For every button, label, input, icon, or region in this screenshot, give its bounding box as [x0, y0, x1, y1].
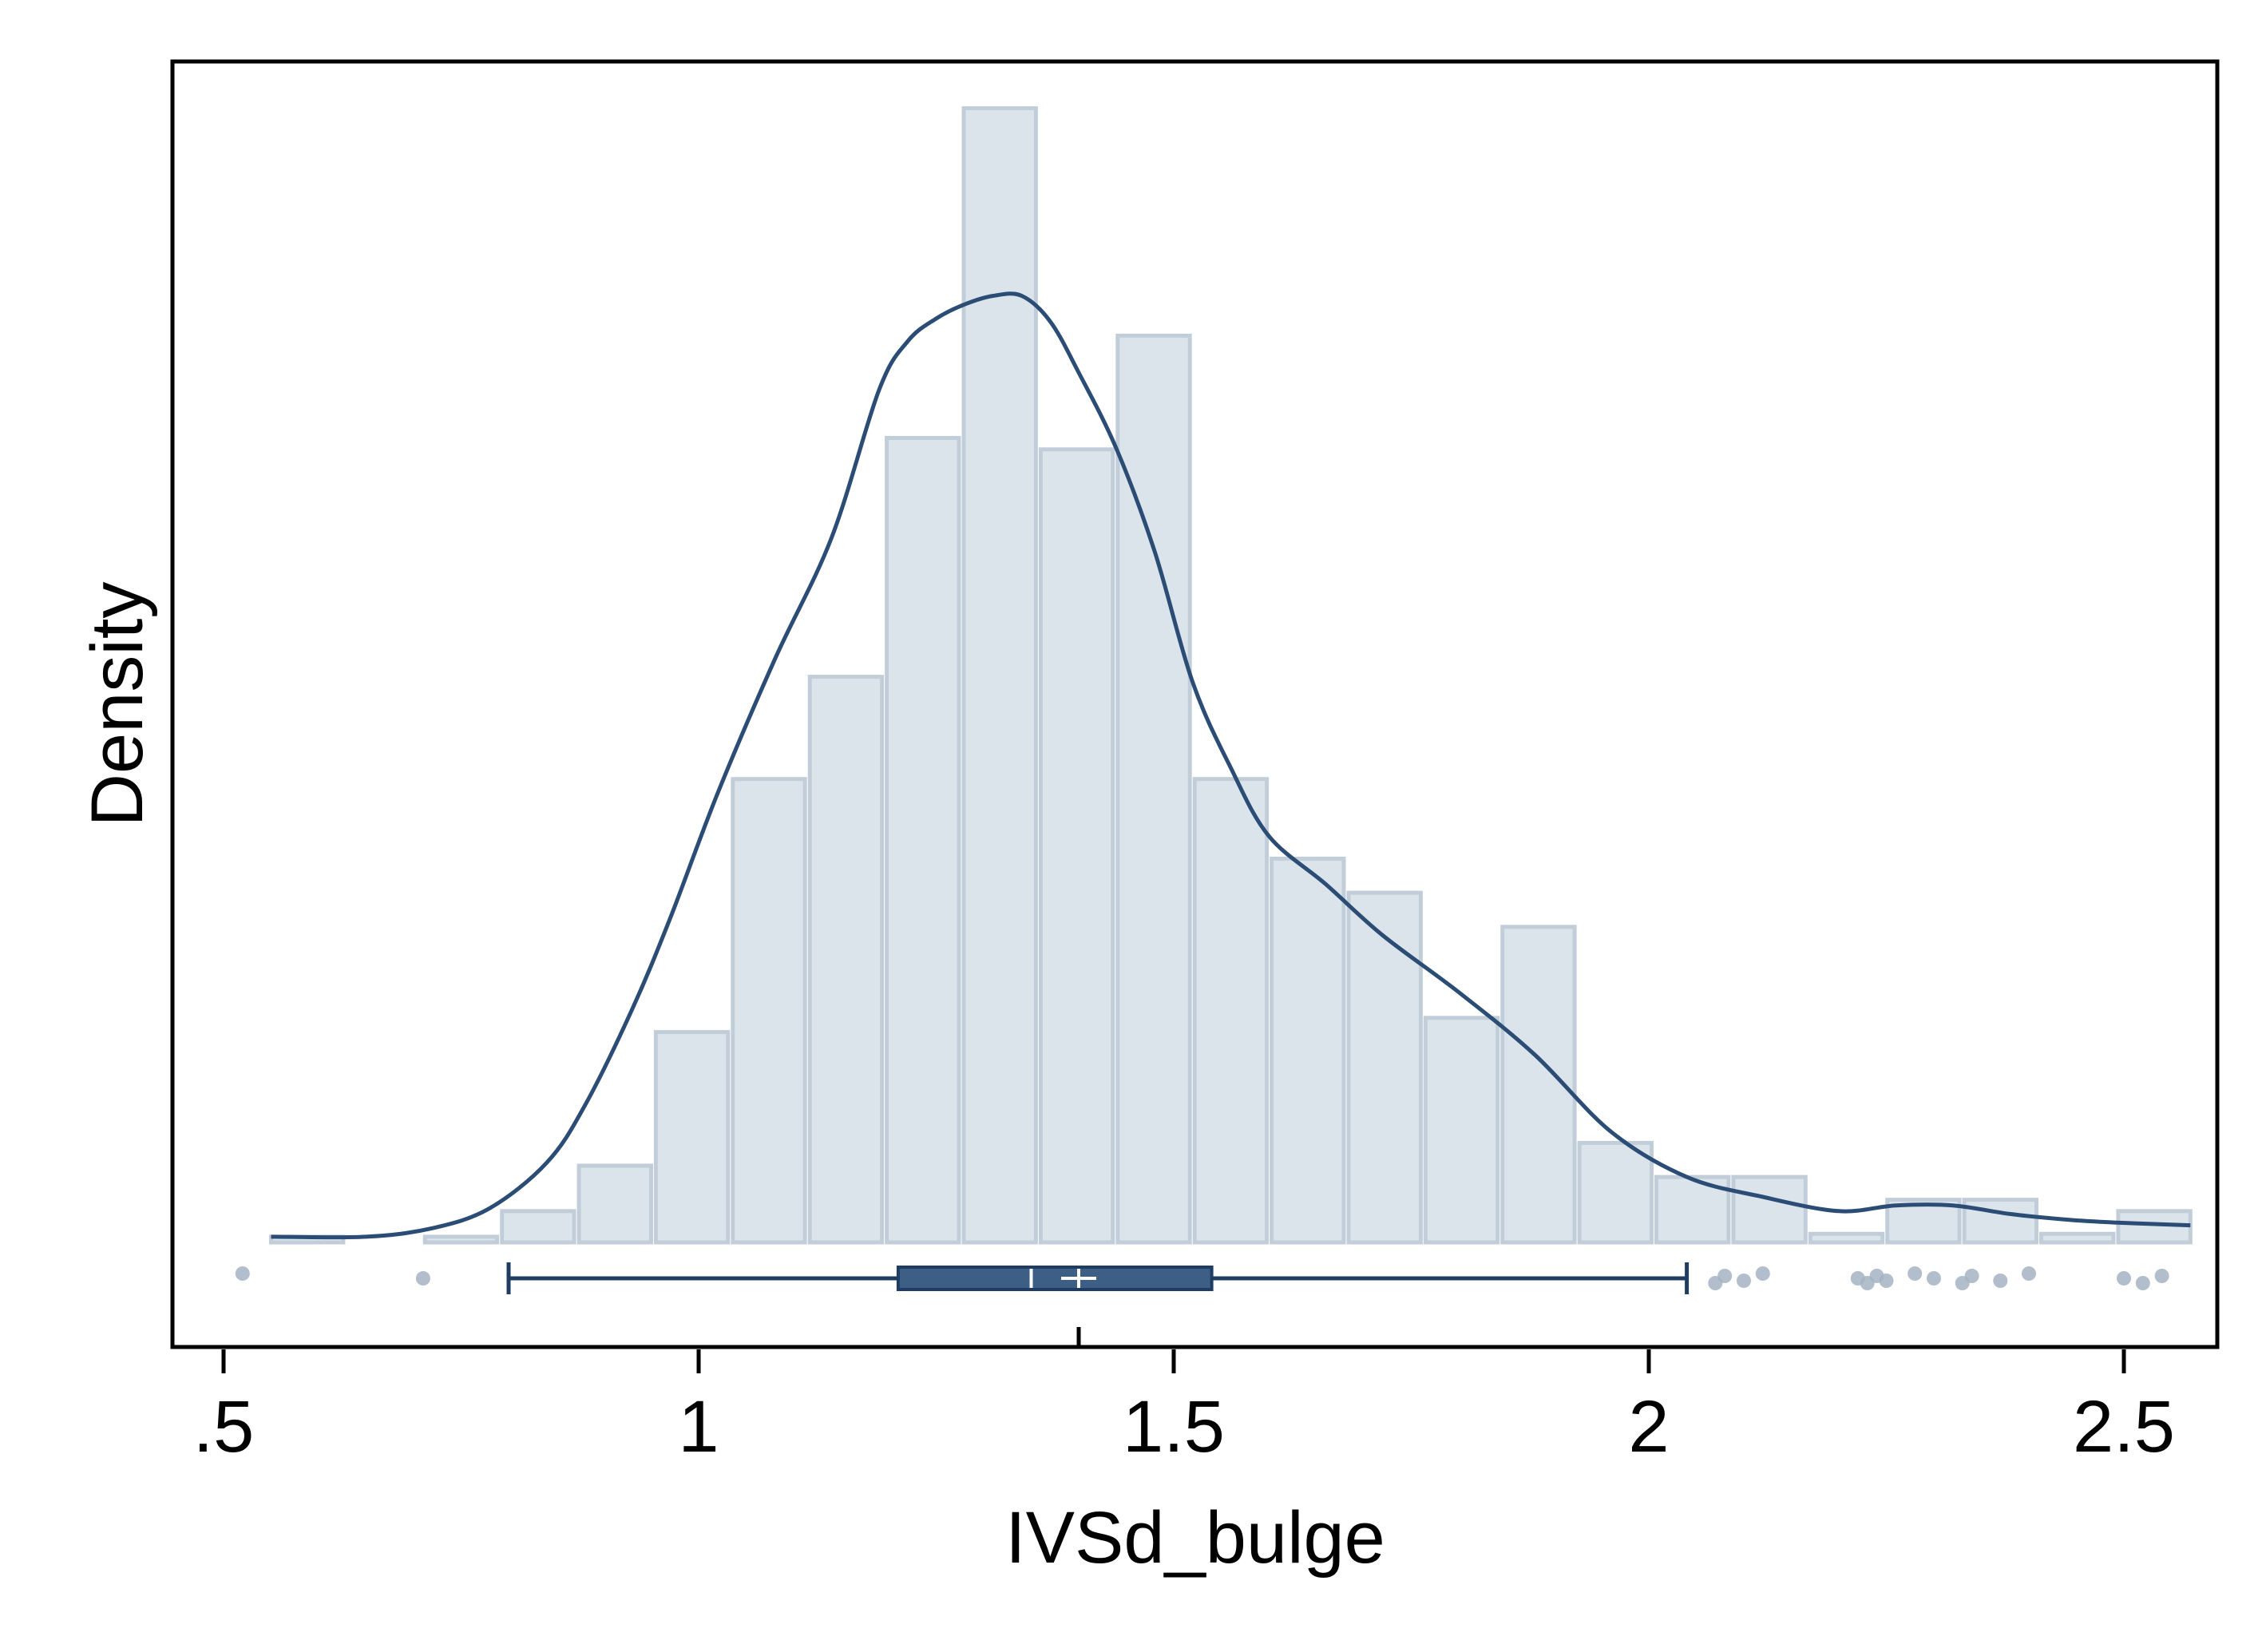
- histogram-bar-11: [1192, 777, 1270, 1245]
- histogram-bar-13: [1346, 890, 1423, 1245]
- histogram-bar-8: [961, 106, 1038, 1245]
- histogram-bar-9: [1038, 447, 1115, 1245]
- x-axis: .5 1 1.5 2 2.5: [193, 1327, 2175, 1468]
- histogram-bar-2: [500, 1209, 576, 1245]
- histogram-bars: [269, 106, 2193, 1245]
- outlier-point-0: [235, 1266, 250, 1281]
- outlier-point-15: [2022, 1266, 2036, 1281]
- x-tick-label-2: 1.5: [1123, 1386, 1225, 1468]
- outlier-point-14: [1993, 1274, 2008, 1288]
- histogram-bar-10: [1115, 333, 1192, 1245]
- histogram-bar-1: [422, 1234, 500, 1245]
- histogram-bar-22: [2039, 1231, 2116, 1245]
- x-tick-label-3: 2: [1628, 1386, 1669, 1468]
- y-axis-label: Density: [77, 582, 158, 827]
- histogram-bar-12: [1270, 856, 1346, 1245]
- histogram-bar-6: [807, 675, 885, 1245]
- plot-frame: [170, 59, 2220, 1349]
- outlier-point-18: [2154, 1269, 2169, 1283]
- histogram-bar-21: [1962, 1198, 2039, 1245]
- histogram-bar-3: [576, 1163, 653, 1245]
- x-axis-label: IVSd_bulge: [1005, 1497, 1385, 1579]
- outlier-point-17: [2135, 1276, 2150, 1290]
- x-tick-label-4: 2.5: [2073, 1386, 2175, 1468]
- histogram-bar-18: [1731, 1175, 1808, 1245]
- histogram-bar-7: [885, 436, 961, 1245]
- histogram-bar-5: [731, 777, 807, 1245]
- histogram-bar-14: [1423, 1016, 1500, 1245]
- kde-line: [271, 291, 2191, 1240]
- boxplot-box: [896, 1266, 1214, 1291]
- outlier-point-10: [1907, 1266, 1923, 1281]
- x-tick-label-0: .5: [193, 1386, 255, 1468]
- outlier-point-11: [1927, 1271, 1941, 1286]
- outlier-point-3: [1717, 1269, 1733, 1283]
- outlier-point-9: [1879, 1274, 1894, 1288]
- kde-curve-layer: [271, 291, 2191, 1240]
- outlier-point-16: [2117, 1271, 2131, 1286]
- outlier-point-4: [1737, 1274, 1751, 1288]
- x-tick-label-1: 1: [678, 1386, 719, 1468]
- histogram-bar-19: [1808, 1231, 1885, 1245]
- outlier-point-5: [1755, 1266, 1770, 1281]
- boxplot-layer: [235, 1262, 2169, 1294]
- outlier-point-13: [1964, 1269, 1979, 1283]
- histogram-bar-4: [653, 1030, 731, 1245]
- outlier-point-1: [415, 1271, 430, 1286]
- histogram-bar-16: [1577, 1140, 1654, 1245]
